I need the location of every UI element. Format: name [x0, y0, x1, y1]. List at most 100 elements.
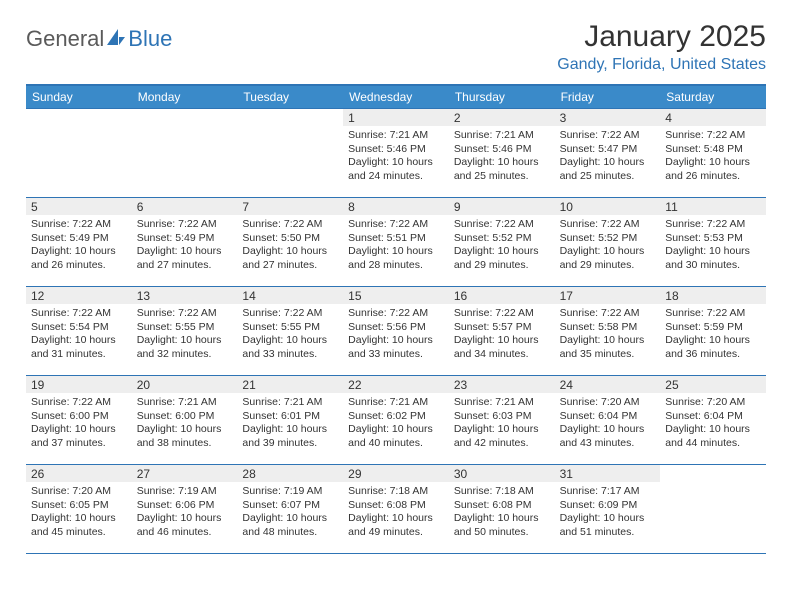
day-detail: and 42 minutes.	[454, 437, 550, 451]
day-detail: and 34 minutes.	[454, 348, 550, 362]
day-detail: Daylight: 10 hours	[560, 156, 656, 170]
bottom-rule	[26, 553, 766, 554]
day-detail: and 26 minutes.	[665, 170, 761, 184]
day-cell	[237, 109, 343, 197]
day-detail: Sunrise: 7:22 AM	[665, 218, 761, 232]
day-detail: Daylight: 10 hours	[454, 245, 550, 259]
day-detail: Daylight: 10 hours	[454, 512, 550, 526]
day-detail: Daylight: 10 hours	[665, 245, 761, 259]
day-detail: Daylight: 10 hours	[560, 423, 656, 437]
day-detail: and 44 minutes.	[665, 437, 761, 451]
day-cell: 3Sunrise: 7:22 AMSunset: 5:47 PMDaylight…	[555, 109, 661, 197]
sail-icon	[106, 26, 126, 52]
day-detail: Sunset: 5:52 PM	[560, 232, 656, 246]
day-detail: and 27 minutes.	[242, 259, 338, 273]
day-cell: 6Sunrise: 7:22 AMSunset: 5:49 PMDaylight…	[132, 198, 238, 286]
day-detail: Daylight: 10 hours	[242, 512, 338, 526]
weekday-thursday: Thursday	[449, 86, 555, 108]
day-number: 14	[237, 287, 343, 304]
day-detail: Sunrise: 7:22 AM	[242, 218, 338, 232]
day-number: 30	[449, 465, 555, 482]
day-cell: 25Sunrise: 7:20 AMSunset: 6:04 PMDayligh…	[660, 376, 766, 464]
day-number: 18	[660, 287, 766, 304]
header: General Blue January 2025 Gandy, Florida…	[26, 20, 766, 74]
day-detail: Sunset: 5:55 PM	[242, 321, 338, 335]
day-detail: Sunset: 6:00 PM	[31, 410, 127, 424]
day-detail: Sunrise: 7:22 AM	[560, 307, 656, 321]
day-number: 7	[237, 198, 343, 215]
day-detail: Daylight: 10 hours	[348, 245, 444, 259]
day-detail: and 33 minutes.	[348, 348, 444, 362]
day-detail: and 25 minutes.	[454, 170, 550, 184]
day-cell: 9Sunrise: 7:22 AMSunset: 5:52 PMDaylight…	[449, 198, 555, 286]
day-detail: Sunrise: 7:21 AM	[242, 396, 338, 410]
day-cell: 5Sunrise: 7:22 AMSunset: 5:49 PMDaylight…	[26, 198, 132, 286]
day-detail: Daylight: 10 hours	[348, 334, 444, 348]
day-detail: Daylight: 10 hours	[31, 245, 127, 259]
day-cell: 10Sunrise: 7:22 AMSunset: 5:52 PMDayligh…	[555, 198, 661, 286]
day-detail: Daylight: 10 hours	[348, 156, 444, 170]
day-detail: Sunset: 5:49 PM	[31, 232, 127, 246]
day-detail: Sunset: 6:00 PM	[137, 410, 233, 424]
day-detail: Sunrise: 7:18 AM	[454, 485, 550, 499]
location: Gandy, Florida, United States	[557, 56, 766, 74]
day-number: 11	[660, 198, 766, 215]
day-number: 10	[555, 198, 661, 215]
day-detail: Sunrise: 7:22 AM	[665, 129, 761, 143]
week-row: 5Sunrise: 7:22 AMSunset: 5:49 PMDaylight…	[26, 197, 766, 286]
day-detail: and 27 minutes.	[137, 259, 233, 273]
day-detail: and 35 minutes.	[560, 348, 656, 362]
day-detail: Sunrise: 7:22 AM	[31, 396, 127, 410]
day-detail: Sunrise: 7:21 AM	[348, 129, 444, 143]
day-number: 16	[449, 287, 555, 304]
day-detail: Sunset: 5:56 PM	[348, 321, 444, 335]
day-number: 21	[237, 376, 343, 393]
week-row: 12Sunrise: 7:22 AMSunset: 5:54 PMDayligh…	[26, 286, 766, 375]
week-row: 19Sunrise: 7:22 AMSunset: 6:00 PMDayligh…	[26, 375, 766, 464]
day-number: 24	[555, 376, 661, 393]
day-detail: Sunset: 5:49 PM	[137, 232, 233, 246]
month-title: January 2025	[557, 20, 766, 54]
day-detail: Sunrise: 7:22 AM	[137, 307, 233, 321]
day-number: 28	[237, 465, 343, 482]
day-detail: Sunrise: 7:22 AM	[454, 307, 550, 321]
day-number: 26	[26, 465, 132, 482]
day-cell	[26, 109, 132, 197]
day-detail: Sunset: 5:53 PM	[665, 232, 761, 246]
day-detail: Sunrise: 7:20 AM	[665, 396, 761, 410]
brand-logo: General Blue	[26, 20, 172, 52]
day-detail: Sunrise: 7:18 AM	[348, 485, 444, 499]
day-cell	[132, 109, 238, 197]
day-detail: Sunset: 5:55 PM	[137, 321, 233, 335]
day-detail: Sunset: 6:08 PM	[348, 499, 444, 513]
title-block: January 2025 Gandy, Florida, United Stat…	[557, 20, 766, 74]
weeks-grid: 1Sunrise: 7:21 AMSunset: 5:46 PMDaylight…	[26, 108, 766, 553]
day-detail: Daylight: 10 hours	[137, 512, 233, 526]
day-detail: Sunrise: 7:21 AM	[348, 396, 444, 410]
day-detail: Sunrise: 7:22 AM	[137, 218, 233, 232]
day-cell: 2Sunrise: 7:21 AMSunset: 5:46 PMDaylight…	[449, 109, 555, 197]
weekday-sunday: Sunday	[26, 86, 132, 108]
day-detail: Sunset: 5:46 PM	[348, 143, 444, 157]
brand-part1: General	[26, 26, 104, 52]
day-detail: Daylight: 10 hours	[560, 512, 656, 526]
day-cell: 15Sunrise: 7:22 AMSunset: 5:56 PMDayligh…	[343, 287, 449, 375]
day-number: 2	[449, 109, 555, 126]
day-detail: and 46 minutes.	[137, 526, 233, 540]
day-detail: and 25 minutes.	[560, 170, 656, 184]
day-detail: Sunrise: 7:22 AM	[348, 218, 444, 232]
day-detail: and 31 minutes.	[31, 348, 127, 362]
day-detail: Daylight: 10 hours	[454, 156, 550, 170]
day-detail: Sunrise: 7:20 AM	[31, 485, 127, 499]
week-row: 1Sunrise: 7:21 AMSunset: 5:46 PMDaylight…	[26, 108, 766, 197]
day-number: 8	[343, 198, 449, 215]
day-cell: 7Sunrise: 7:22 AMSunset: 5:50 PMDaylight…	[237, 198, 343, 286]
day-detail: Sunrise: 7:21 AM	[454, 396, 550, 410]
day-detail: and 30 minutes.	[665, 259, 761, 273]
day-detail: Daylight: 10 hours	[137, 423, 233, 437]
day-cell: 11 Sunrise: 7:22 AMSunset: 5:53 PMDayligh…	[660, 198, 766, 286]
day-detail: Sunrise: 7:22 AM	[560, 129, 656, 143]
day-detail: and 43 minutes.	[560, 437, 656, 451]
day-number: 29	[343, 465, 449, 482]
day-detail: Sunrise: 7:19 AM	[242, 485, 338, 499]
